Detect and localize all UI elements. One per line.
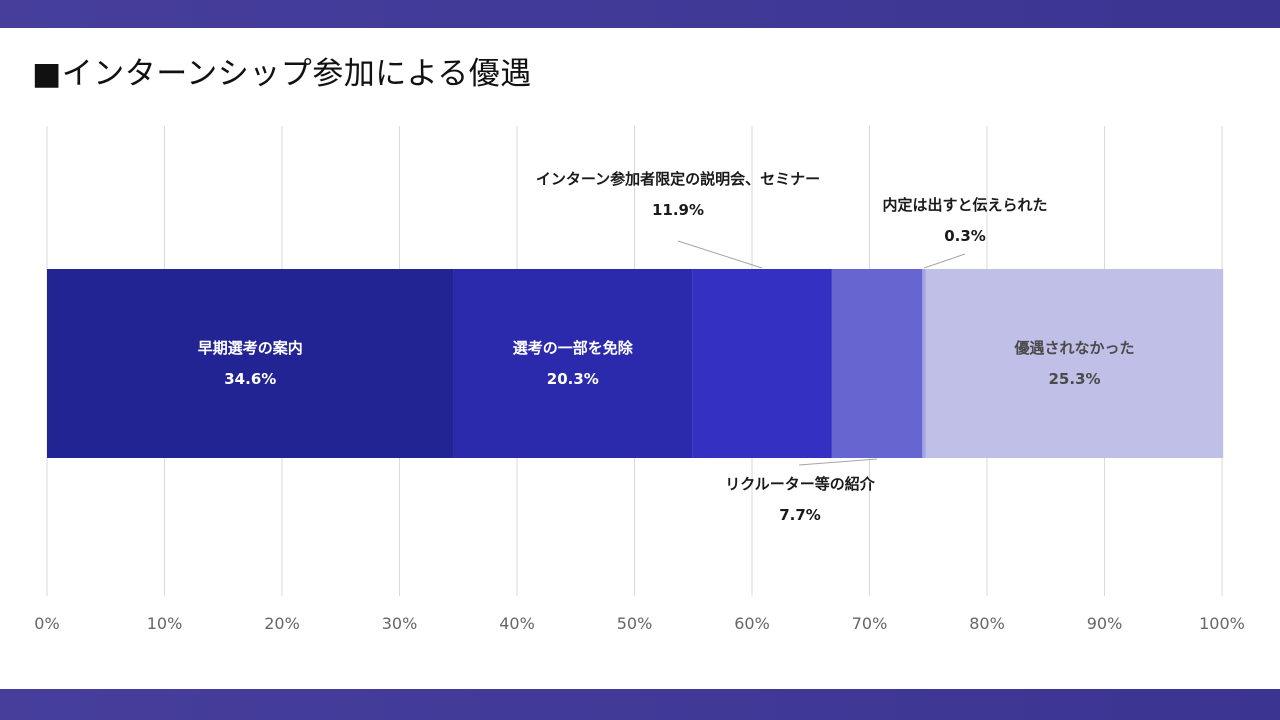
segment-category-label: 選考の一部を免除: [513, 339, 634, 357]
segment-category-label: 早期選考の案内: [198, 339, 303, 357]
segment-value-label: 20.3%: [547, 370, 599, 388]
segment-value-label: 25.3%: [1049, 370, 1101, 388]
leader-line: [923, 253, 966, 269]
segment-value-label: 0.3%: [944, 227, 986, 245]
bar-segment: [47, 269, 454, 458]
segment-value-label: 34.6%: [224, 370, 276, 388]
bar-segment: [453, 269, 693, 458]
x-tick-label: 80%: [969, 614, 1005, 633]
x-tick-label: 20%: [264, 614, 300, 633]
x-tick-label: 100%: [1199, 614, 1245, 633]
x-tick-label: 40%: [499, 614, 535, 633]
segment-category-label: 内定は出すと伝えられた: [882, 196, 1047, 214]
x-tick-label: 50%: [617, 614, 653, 633]
segment-category-label: リクルーター等の紹介: [725, 475, 876, 493]
segment-value-label: 11.9%: [652, 201, 704, 219]
segment-value-label: 7.7%: [779, 506, 821, 524]
leader-line: [798, 458, 878, 466]
x-tick-label: 70%: [852, 614, 888, 633]
bar-segment: [692, 269, 832, 458]
bar-segment: [925, 269, 1224, 458]
bottom-banner: [0, 689, 1280, 720]
x-tick-label: 30%: [382, 614, 418, 633]
bar-segment: [922, 269, 926, 458]
leader-line: [677, 240, 763, 269]
x-tick-label: 0%: [34, 614, 59, 633]
x-tick-label: 10%: [147, 614, 183, 633]
bar-segment: [831, 269, 923, 458]
segment-category-label: 優遇されなかった: [1014, 339, 1135, 357]
x-tick-label: 90%: [1087, 614, 1123, 633]
top-banner: [0, 0, 1280, 28]
segment-category-label: インターン参加者限定の説明会、セミナー: [536, 170, 820, 188]
page-title: ■インターンシップ参加による優遇: [32, 56, 532, 92]
x-tick-label: 60%: [734, 614, 770, 633]
